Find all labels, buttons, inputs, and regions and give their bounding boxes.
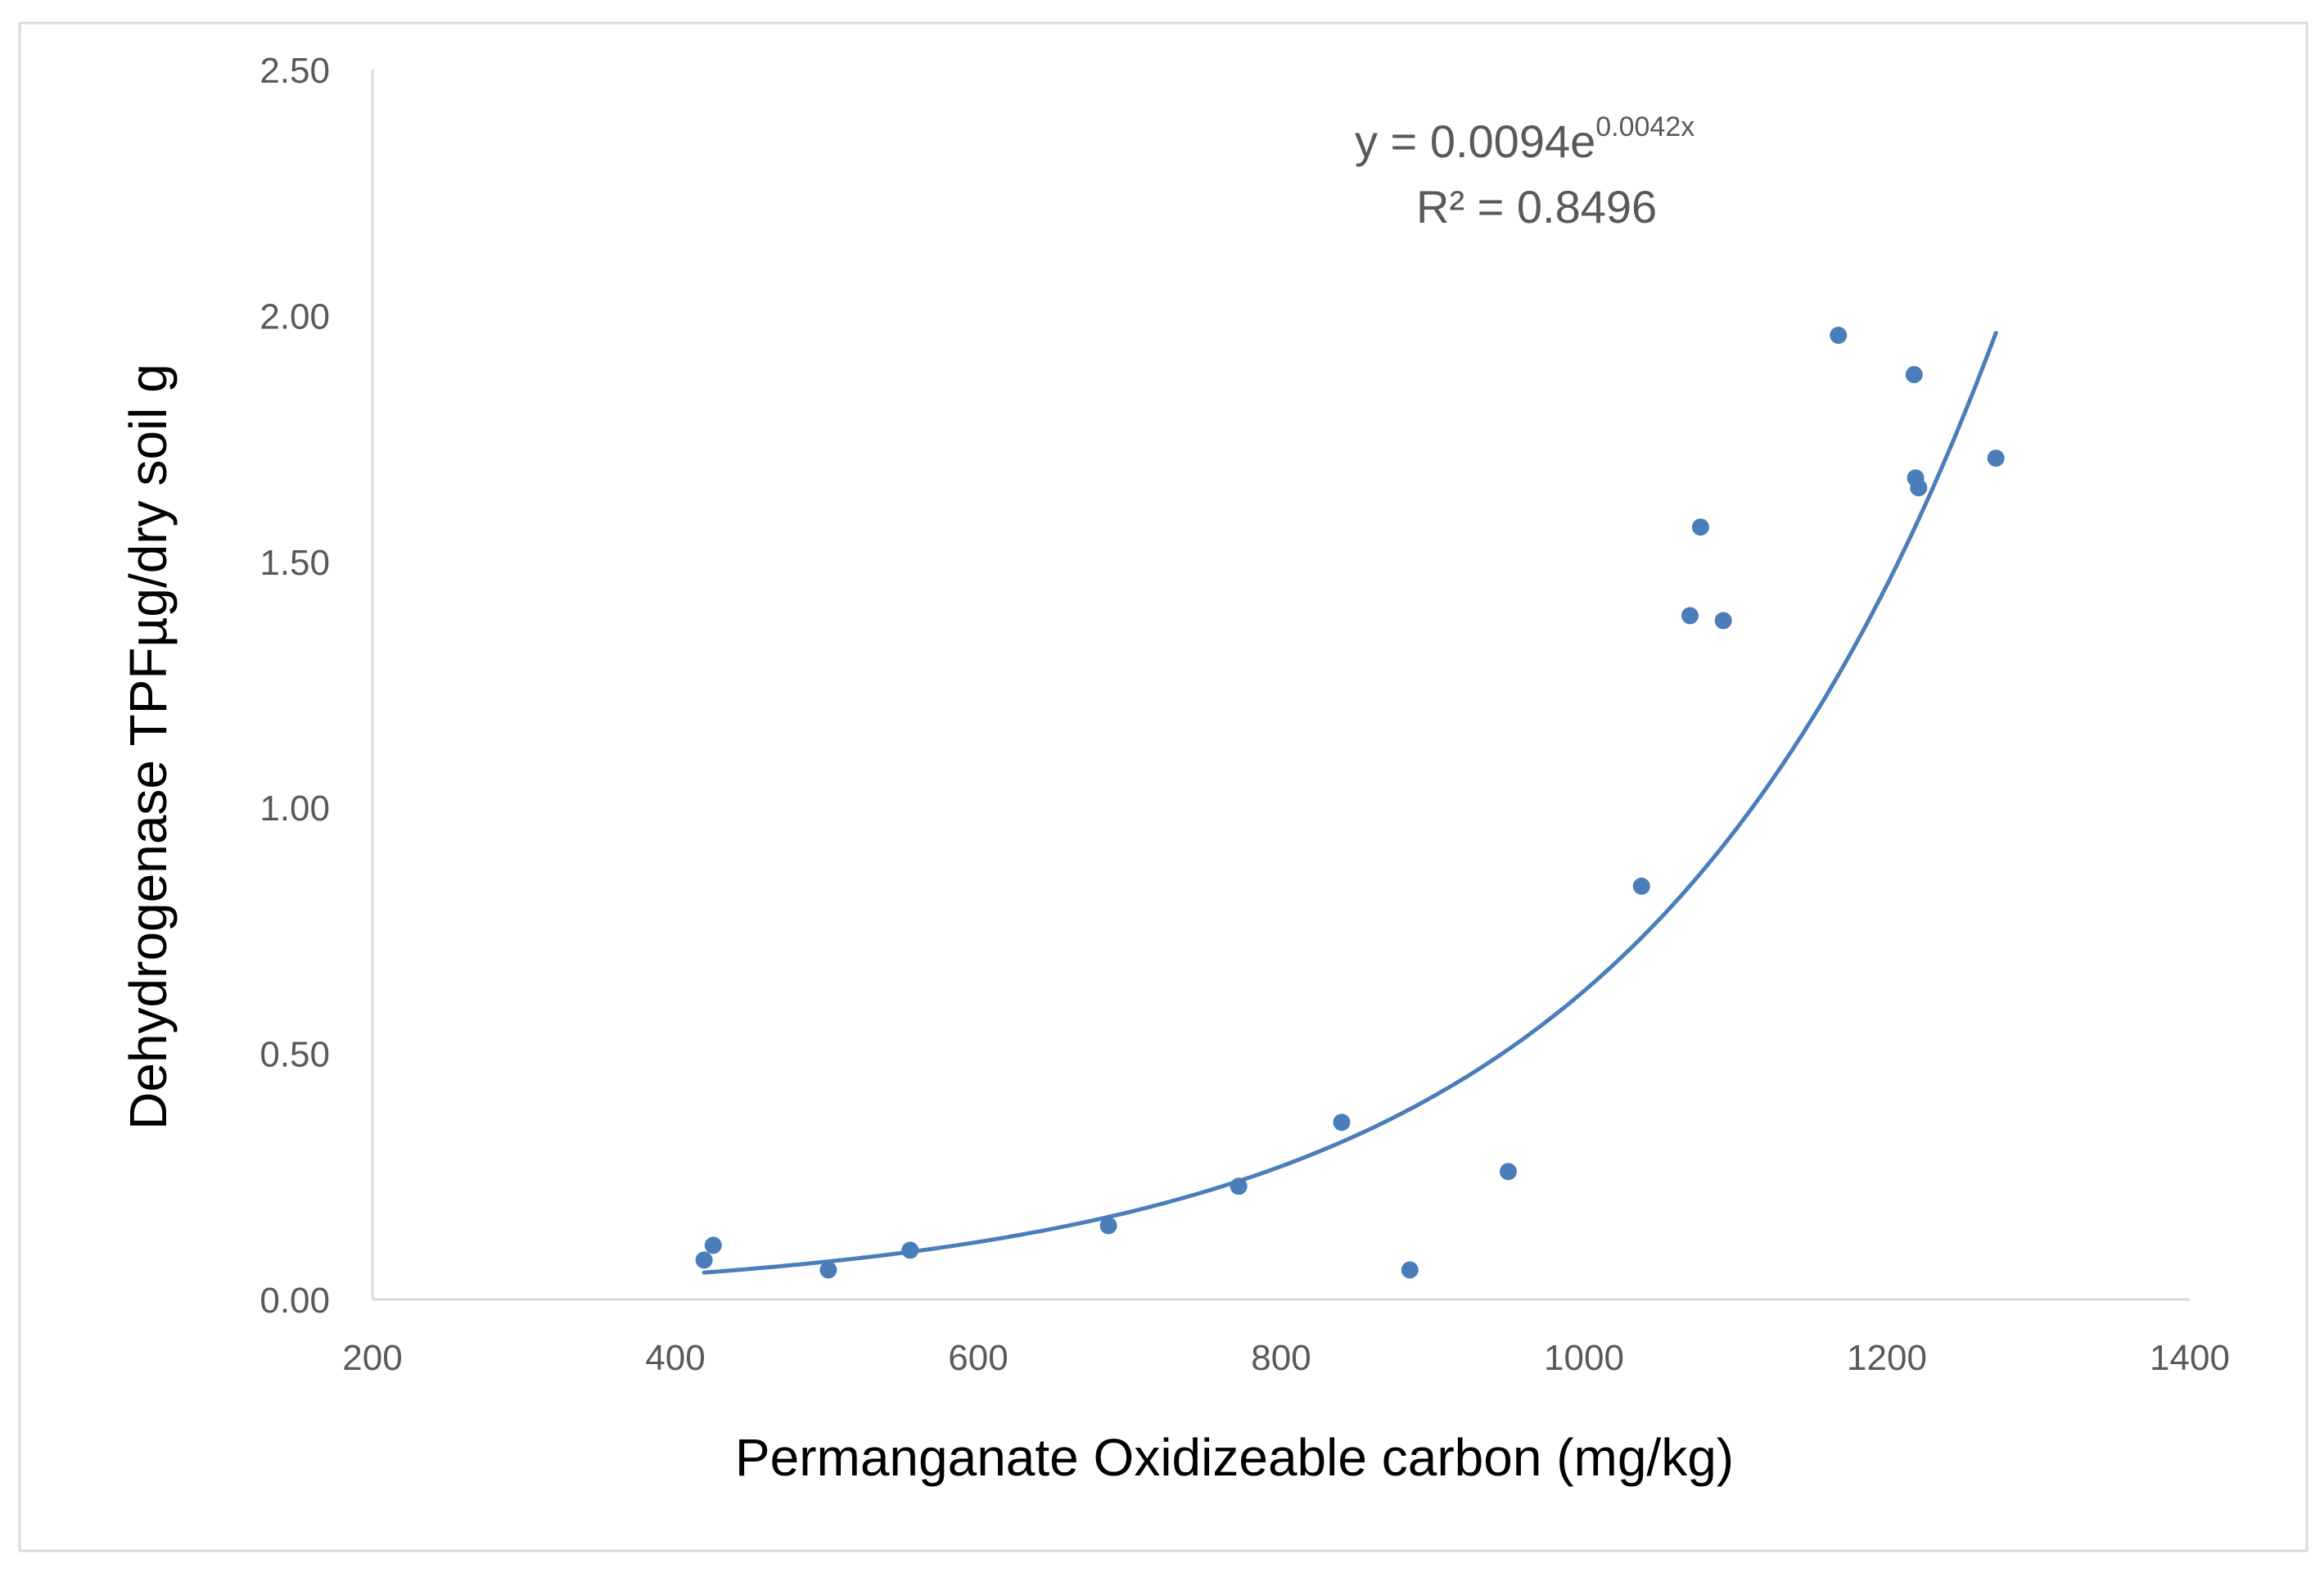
data-point (1987, 450, 2005, 468)
x-tick-label: 600 (948, 1338, 1008, 1378)
y-tick-label: 2.00 (259, 296, 330, 337)
trendline-layer (702, 331, 1998, 1275)
data-point (704, 1236, 722, 1254)
data-point (1401, 1261, 1419, 1279)
y-tick-label: 2.50 (259, 51, 330, 91)
x-tick-label: 1200 (1847, 1338, 1927, 1378)
y-tick-label: 0.50 (259, 1035, 330, 1075)
data-point (1500, 1163, 1517, 1181)
data-point (695, 1251, 713, 1269)
data-point (1714, 612, 1732, 630)
data-points (695, 326, 2005, 1279)
data-point (1632, 877, 1650, 895)
y-tick-label: 1.50 (259, 543, 330, 583)
y-tick-labels: 0.00 0.50 1.00 1.50 2.00 2.50 (259, 51, 330, 1321)
x-tick-labels: 200 400 600 800 1000 1200 1400 (342, 1338, 2230, 1378)
data-point (1681, 607, 1699, 625)
y-tick-label: 0.00 (259, 1281, 330, 1321)
x-tick-label: 200 (342, 1338, 402, 1378)
equation-exponent: 0.0042x (1595, 111, 1694, 142)
trendline-equation: y = 0.0094e0.0042x (1355, 111, 1694, 167)
chart-frame (18, 21, 2308, 1552)
trendline-curve (702, 331, 1998, 1275)
equation-prefix: y = 0.0094e (1355, 115, 1595, 167)
x-tick-label: 1000 (1544, 1338, 1624, 1378)
data-point (1905, 366, 1923, 383)
y-axis-title: Dehydrogenase TPFµg/dry soil g (119, 364, 178, 1130)
data-point (1910, 479, 1928, 497)
x-axis-title: Permanganate Oxidizeable carbon (mg/kg) (735, 1428, 1734, 1487)
data-point (1099, 1217, 1117, 1235)
data-point (1230, 1177, 1248, 1195)
data-point (1691, 518, 1709, 536)
x-tick-label: 1400 (2150, 1338, 2230, 1378)
x-tick-label: 800 (1251, 1338, 1311, 1378)
data-point (901, 1241, 919, 1259)
r-squared-label: R² = 0.8496 (1416, 181, 1657, 233)
data-point (819, 1261, 837, 1279)
x-tick-label: 400 (645, 1338, 705, 1378)
y-tick-label: 1.00 (259, 788, 330, 829)
data-point (1333, 1114, 1351, 1132)
data-point (1830, 326, 1848, 344)
